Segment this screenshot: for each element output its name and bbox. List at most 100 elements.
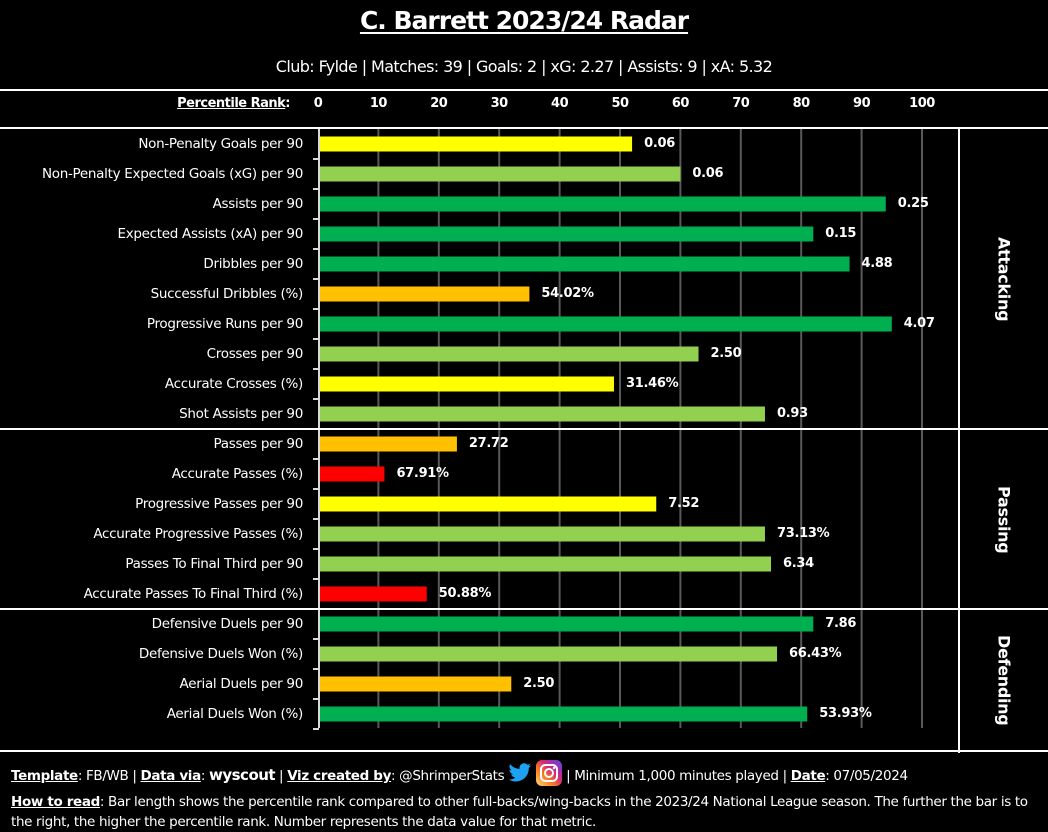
bar (320, 346, 699, 362)
bar (320, 556, 771, 572)
bar (320, 376, 614, 392)
metric-label: Dribbles per 90 (203, 256, 303, 272)
bar (320, 526, 765, 542)
x-tick-label: 20 (430, 96, 448, 111)
metric-label: Passes per 90 (213, 436, 304, 452)
template-label: Template (11, 768, 78, 784)
bar (320, 406, 765, 422)
value-label: 7.52 (668, 496, 700, 511)
x-tick-label: 60 (671, 96, 690, 111)
header-bottom-divider (0, 127, 1048, 129)
metric-label: Aerial Duels Won (%) (166, 706, 304, 722)
viz-creator-handle[interactable]: : @ShrimperStats (391, 768, 509, 784)
header-top-divider (0, 89, 1048, 91)
metric-label: Expected Assists (xA) per 90 (117, 226, 303, 242)
metric-label: Assists per 90 (212, 196, 304, 212)
how-to-read-text: : Bar length shows the percentile rank c… (11, 794, 1028, 830)
metric-label: Aerial Duels per 90 (179, 676, 304, 692)
metric-label: Progressive Passes per 90 (135, 496, 303, 512)
bar (320, 586, 427, 602)
value-label: 27.72 (468, 436, 509, 451)
value-label: 0.06 (644, 136, 675, 151)
bar (320, 466, 385, 482)
bar (320, 616, 814, 632)
bar (320, 256, 850, 272)
footer: Template: FB/WB | Data via: wyscout | Vi… (11, 760, 1041, 832)
section-label-defending: Defending (994, 635, 1014, 726)
value-label: 54.02% (541, 286, 594, 301)
twitter-icon[interactable] (508, 763, 532, 789)
bar (320, 136, 633, 152)
section-label-attacking: Attacking (994, 236, 1014, 321)
bar (320, 706, 808, 722)
x-tick-label: 100 (909, 96, 935, 111)
axis-label-text: Percentile Rank (177, 96, 286, 111)
metric-label: Accurate Progressive Passes (%) (93, 526, 303, 542)
value-label: 67.91% (396, 466, 449, 481)
x-tick-label: 0 (313, 96, 323, 111)
date-value: : 07/05/2024 (825, 768, 908, 784)
x-tick-label: 40 (551, 96, 569, 111)
bar (320, 496, 657, 512)
data-via-label: Data via (140, 768, 202, 784)
minimum-minutes-note: | Minimum 1,000 minutes played | (562, 768, 791, 784)
x-tick-label: 50 (611, 96, 629, 111)
metric-label: Defensive Duels per 90 (151, 616, 304, 632)
separator: | (275, 768, 288, 784)
value-label: 73.13% (776, 526, 830, 541)
value-label: 2.50 (710, 346, 742, 361)
metric-label: Non-Penalty Goals per 90 (138, 136, 303, 152)
chart-subtitle: Club: Fylde | Matches: 39 | Goals: 2 | x… (275, 57, 773, 76)
defending-section-divider (0, 608, 1048, 610)
passing-section-divider (0, 428, 1048, 430)
axis-label-colon: : (285, 96, 290, 111)
metric-label: Accurate Passes (%) (171, 466, 304, 482)
bar (320, 316, 892, 332)
metric-label: Successful Dribbles (%) (150, 286, 304, 302)
value-label: 2.50 (523, 676, 555, 691)
bar (320, 286, 530, 302)
metric-label: Passes To Final Third per 90 (125, 556, 303, 572)
wyscout-logo: wyscout (208, 766, 276, 784)
metric-label: Crosses per 90 (206, 346, 304, 362)
value-label: 6.34 (783, 556, 814, 571)
instagram-icon[interactable] (536, 760, 563, 792)
bar (320, 676, 512, 692)
x-tick-label: 90 (853, 96, 871, 111)
bar (320, 166, 681, 182)
value-label: 7.86 (825, 616, 857, 631)
footer-divider (0, 750, 1048, 752)
value-label: 0.15 (825, 226, 857, 241)
value-label: 53.93% (819, 706, 872, 721)
x-tick-label: 10 (369, 96, 388, 111)
section-label-passing: Passing (994, 485, 1014, 553)
value-label: 0.93 (776, 406, 808, 421)
date-label: Date (790, 768, 826, 784)
metric-label: Progressive Runs per 90 (146, 316, 303, 332)
template-value: : FB/WB | (77, 768, 141, 784)
bar (320, 226, 814, 242)
chart-title: C. Barrett 2023/24 Radar (0, 6, 1048, 35)
metric-label: Shot Assists per 90 (179, 406, 303, 422)
value-label: 50.88% (438, 586, 492, 601)
data-via-sep: : (200, 768, 209, 784)
metric-label: Accurate Crosses (%) (164, 376, 303, 392)
value-label: 66.43% (789, 646, 842, 661)
x-tick-label: 70 (732, 96, 750, 111)
value-label: 4.07 (903, 316, 935, 331)
footer-how-to-read: How to read: Bar length shows the percen… (11, 792, 1041, 832)
metric-label: Defensive Duels Won (%) (138, 646, 303, 662)
metric-label: Accurate Passes To Final Third (%) (83, 586, 304, 602)
value-label: 0.25 (897, 196, 929, 211)
how-to-read-label: How to read (11, 794, 100, 810)
bar (320, 196, 886, 212)
value-label: 4.88 (861, 256, 893, 271)
value-label: 31.46% (625, 376, 679, 391)
title-text: C. Barrett 2023/24 Radar (359, 6, 689, 35)
bar (320, 646, 778, 662)
footer-line-credits: Template: FB/WB | Data via: wyscout | Vi… (11, 760, 1041, 792)
section-label-divider (958, 127, 960, 753)
axis-label: Percentile Rank: (100, 96, 290, 111)
value-label: 0.06 (692, 166, 724, 181)
